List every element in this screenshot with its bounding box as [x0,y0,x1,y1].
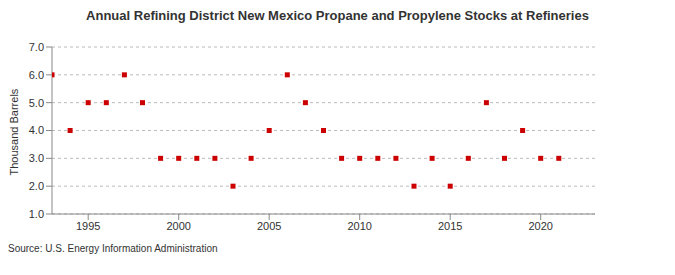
svg-text:2015: 2015 [438,220,462,232]
svg-text:Thousand Barrels: Thousand Barrels [8,88,20,175]
svg-text:1995: 1995 [76,220,100,232]
svg-text:1.0: 1.0 [29,208,44,220]
svg-text:2005: 2005 [257,220,281,232]
svg-text:3.0: 3.0 [29,152,44,164]
svg-text:2.0: 2.0 [29,180,44,192]
svg-text:2020: 2020 [528,220,552,232]
svg-text:6.0: 6.0 [29,69,44,81]
html-text:Source: U.S. Energy Informatio: Source: U.S. Energy Information Administ… [8,243,218,254]
svg-text:2000: 2000 [166,220,190,232]
svg-text:5.0: 5.0 [29,97,44,109]
svg-text:7.0: 7.0 [29,41,44,53]
html-text:Annual Refining District New M: Annual Refining District New Mexico Prop… [86,8,589,23]
svg-text:2010: 2010 [347,220,371,232]
svg-text:4.0: 4.0 [29,124,44,136]
